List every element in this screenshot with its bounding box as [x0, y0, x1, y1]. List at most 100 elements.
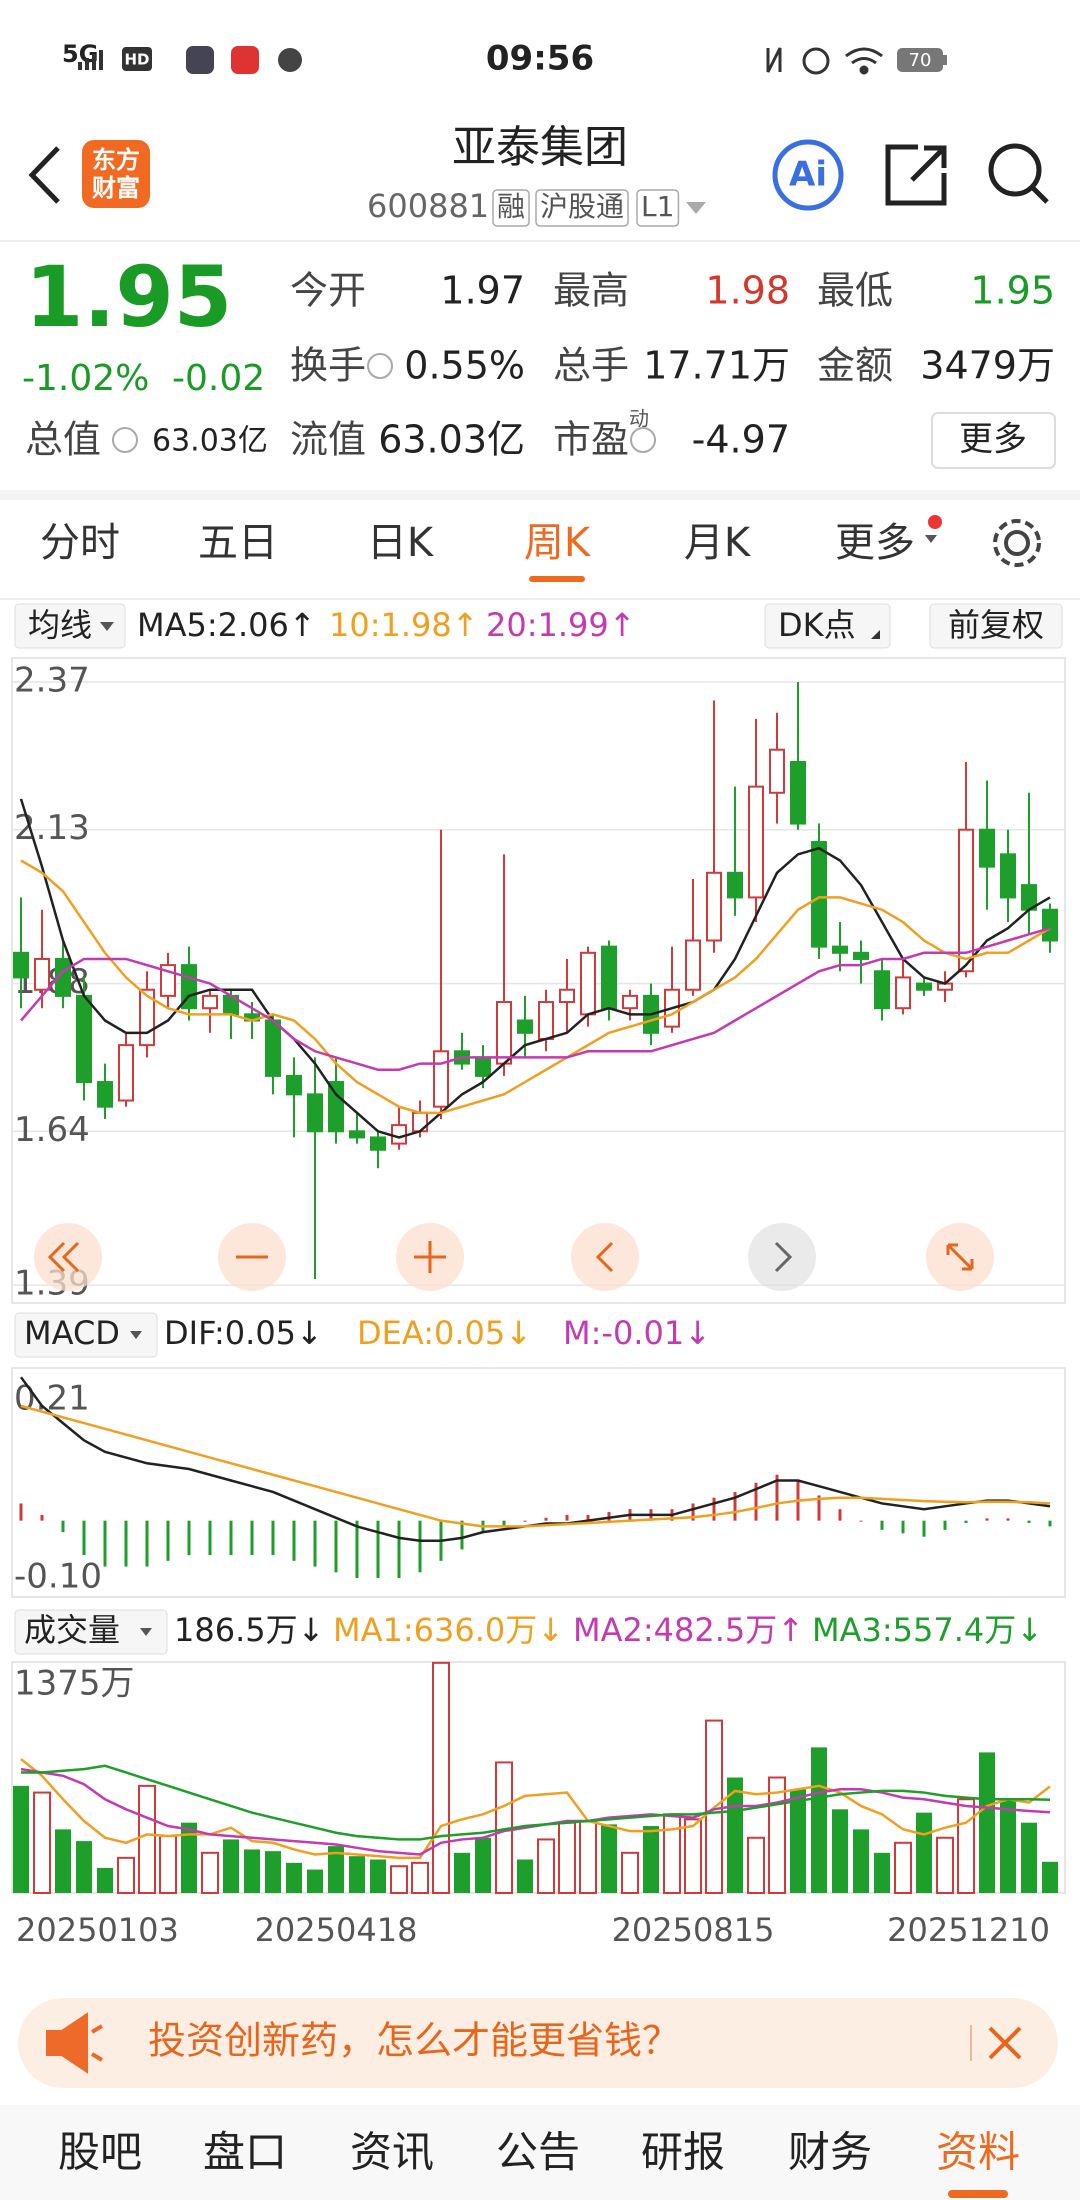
volume-bar [621, 1851, 639, 1894]
macd-bar [565, 1514, 569, 1521]
tab[interactable]: 月K [684, 520, 752, 566]
candle-body [328, 1081, 344, 1133]
macd-bar [733, 1491, 737, 1521]
legend-entry: 10:1.98↑ [329, 606, 479, 644]
logo-text: 东方 [92, 146, 140, 174]
nav-item[interactable]: 股吧 [58, 2128, 142, 2177]
volume-bar [13, 1785, 29, 1893]
macd-bar [418, 1520, 422, 1573]
battery-tip [943, 55, 947, 65]
field-value: 1.98 [705, 269, 790, 313]
ai-button[interactable] [772, 139, 844, 211]
hd: HD [124, 51, 149, 69]
tab[interactable]: 五日 [198, 520, 278, 566]
volume-bar [601, 1824, 617, 1893]
macd-bar [271, 1520, 275, 1556]
legend-entry: MA3:557.4万↓ [812, 1611, 1043, 1649]
status-icons [766, 47, 883, 75]
macd-bar [712, 1497, 716, 1521]
plot-frame [11, 1367, 1066, 1598]
volume-bar [957, 1798, 975, 1894]
ma-selector[interactable] [14, 603, 126, 649]
macd-bar [922, 1520, 926, 1537]
nav-item[interactable]: 资讯 [350, 2128, 434, 2177]
candle-body [1042, 908, 1058, 942]
candle-body [13, 951, 29, 979]
separator [0, 490, 1080, 500]
candle-body [748, 785, 764, 899]
macd-bar [985, 1518, 989, 1521]
tag: 融 [497, 190, 525, 223]
indicator-selector[interactable] [14, 1312, 158, 1358]
nav-item[interactable]: 研报 [641, 2128, 725, 2177]
tab[interactable]: 分时 [40, 520, 120, 566]
volume-bar [1042, 1861, 1058, 1893]
tab[interactable]: 更多 [835, 520, 915, 566]
control-button[interactable] [571, 1223, 639, 1291]
macd-bar [880, 1520, 884, 1530]
nav-item[interactable]: 盘口 [203, 2128, 287, 2177]
volume-bar [286, 1862, 302, 1893]
search-button[interactable] [988, 143, 1049, 204]
macd-bar [754, 1482, 758, 1521]
indicator-selector-label: MACD [24, 1314, 120, 1352]
badge-dot [928, 515, 942, 529]
control-button[interactable] [34, 1223, 102, 1291]
volume-bar [244, 1849, 260, 1893]
volume-bar [811, 1747, 827, 1893]
battery [897, 48, 943, 72]
info-icon[interactable] [112, 427, 138, 453]
nav-item[interactable]: 资料 [936, 2128, 1020, 2177]
tags: 融沪股通 L1 [492, 189, 680, 227]
legend-entry: 20:1.99↑ [486, 606, 636, 644]
volume-bar [33, 1791, 51, 1894]
volume-bar [181, 1822, 197, 1893]
volume-bar [663, 1813, 681, 1894]
nav-item[interactable]: 公告 [496, 2128, 580, 2177]
control-button[interactable] [748, 1223, 816, 1291]
volume-bar [874, 1852, 890, 1893]
candle-body [811, 841, 827, 948]
bottom-nav: 股吧 盘口 资讯 公告 研报 财务 资料 [58, 2128, 1020, 2198]
field-value: 1.97 [440, 269, 525, 313]
corner [871, 630, 880, 639]
adjust-button[interactable] [929, 603, 1063, 649]
tag: L1 [641, 190, 674, 223]
banner[interactable] [18, 1998, 1058, 2088]
candle-body [790, 761, 806, 825]
candle-body [391, 1124, 407, 1145]
share-button[interactable] [885, 144, 947, 206]
y-tick-label: 2.37 [14, 661, 90, 701]
signal-bars [78, 50, 103, 70]
tab[interactable]: 周K [524, 520, 592, 566]
back-button[interactable] [28, 146, 60, 204]
info-icon[interactable] [630, 427, 657, 453]
y-tick-label: 1.64 [14, 1110, 90, 1150]
nav-item[interactable]: 财务 [788, 2128, 872, 2177]
indicator-selector[interactable] [14, 1609, 168, 1655]
volume-bar [454, 1852, 470, 1893]
macd-bar [607, 1512, 611, 1521]
volume-bar [916, 1812, 932, 1893]
tab[interactable]: 日K [367, 520, 435, 566]
volume-bar [201, 1851, 219, 1894]
settings-button[interactable] [993, 519, 1041, 567]
dropdown [925, 535, 937, 543]
info-icon[interactable] [367, 353, 394, 379]
control-icon [47, 1241, 80, 1273]
close-button[interactable] [988, 2026, 1022, 2060]
field-sup: 动 [629, 407, 649, 431]
dk-button[interactable] [764, 603, 891, 649]
control-icon [946, 1243, 974, 1271]
total-label: 总值 [25, 418, 101, 462]
candle-body [97, 1081, 113, 1108]
macd-bar [964, 1520, 968, 1523]
line [20, 1758, 1051, 1860]
tag-box [492, 189, 530, 227]
more-button[interactable] [931, 412, 1056, 469]
dropdown[interactable] [686, 202, 706, 214]
macd-bar [40, 1514, 44, 1521]
candle-body [580, 951, 596, 1016]
legend-entry: M:-0.01↓ [563, 1314, 711, 1352]
